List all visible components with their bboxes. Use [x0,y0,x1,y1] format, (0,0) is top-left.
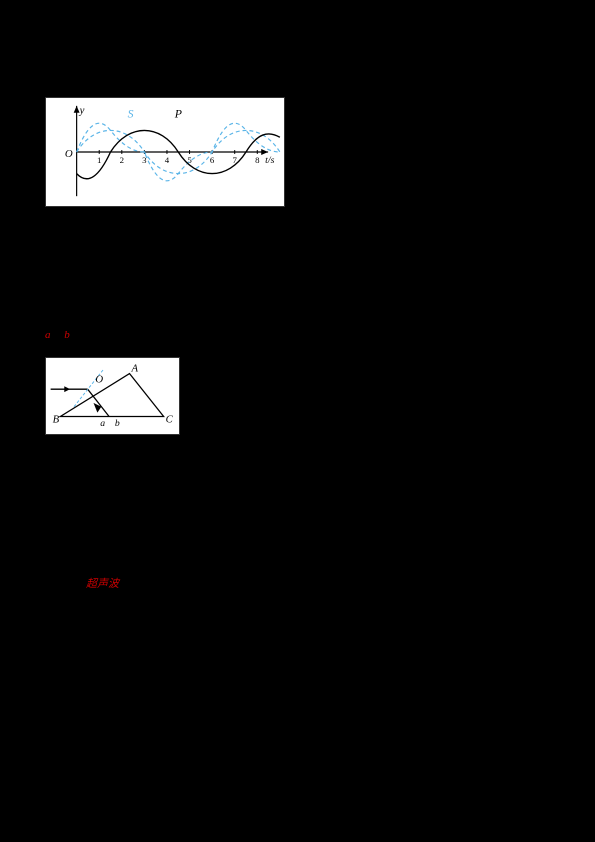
svg-text:b: b [115,418,120,429]
svg-text:O: O [65,148,73,160]
q3-opt-a: A．利用超声波可以测量月球与地球之间的距离 [45,576,550,594]
svg-text:1: 1 [97,155,101,165]
q2-opt-d: D．经棱镜折射后光线向底边BC偏折 [45,508,550,526]
svg-text:6: 6 [210,155,215,165]
svg-text:A: A [131,362,139,374]
svg-text:P: P [174,108,182,121]
question-1: 一列简谐横波沿x轴传播，图中S、P为介质中的两个质点，实线P和虚线S分别表示两质… [45,50,550,85]
svg-text:t/s: t/s [265,155,274,166]
q1-opt-d: D．该波的传播速度大小可确定 [45,280,550,298]
mark-b: b [64,329,70,341]
question-3: 关于下列物理现象的说法，正确的是 （选对1个得3分，选对2个得4分，选对3个得6… [45,537,550,659]
question-2: 如图所示，一束单色光从空气射入等腰三棱镜ABC的AB面，经折射后从AC面射出。其… [45,310,550,345]
q3-opt-d: D．拍摄玻璃橱窗内的物品时，往往在镜头前加装一个偏振片以减弱反射光的干扰 [45,641,550,659]
svg-text:8: 8 [255,155,260,165]
svg-text:S: S [128,108,134,121]
q1-options: A．该波的周期为6s B．在t=1.5s时，质点S的速度方向与P相同 C．若波沿… [45,215,550,297]
q1-stem: 一列简谐横波沿x轴传播，图中S、P为介质中的两个质点，实线P和虚线S分别表示两质… [45,50,550,85]
svg-text:y: y [79,105,85,117]
svg-text:2: 2 [120,155,124,165]
wave-chart: O y t/s 1 2 3 4 5 6 7 8 S P [45,97,285,207]
q1-opt-b: B．在t=1.5s时，质点S的速度方向与P相同 [45,237,550,255]
q2-opt-c: C．AB面的入射角等于AC面的折射角 [45,486,550,504]
mark-ultrasound: 超声波 [86,578,119,590]
q2-opt-b: B．单色光经过棱镜后频率变小 [45,464,550,482]
svg-text:a: a [100,418,105,429]
q1-opt-c: C．若波沿x轴正方向传播，S比P先振动 [45,258,550,276]
q3-stem: 关于下列物理现象的说法，正确的是 （选对1个得3分，选对2个得4分，选对3个得6… [45,537,550,572]
q3-opt-c: C．光纤通信利用了光的全反射原理 [45,620,550,638]
prism-diagram: A B C O a b [45,357,180,435]
q2-options: A．光在棱镜中的传播速度小于在空气中的传播速度 B．单色光经过棱镜后频率变小 C… [45,443,550,525]
q2-opt-a: A．光在棱镜中的传播速度小于在空气中的传播速度 [45,443,550,461]
q1-opt-a: A．该波的周期为6s [45,215,550,233]
mark-a: a [45,329,51,341]
q2-stem: 如图所示，一束单色光从空气射入等腰三棱镜ABC的AB面，经折射后从AC面射出。其… [45,310,550,345]
q3-opt-b: B．在光的双缝干涉实验中，若仅将入射光由绿光改为红光，则条纹间距变宽 [45,598,550,616]
svg-text:B: B [53,413,60,425]
svg-text:C: C [166,413,174,425]
svg-text:O: O [95,373,103,385]
svg-text:4: 4 [165,155,170,165]
